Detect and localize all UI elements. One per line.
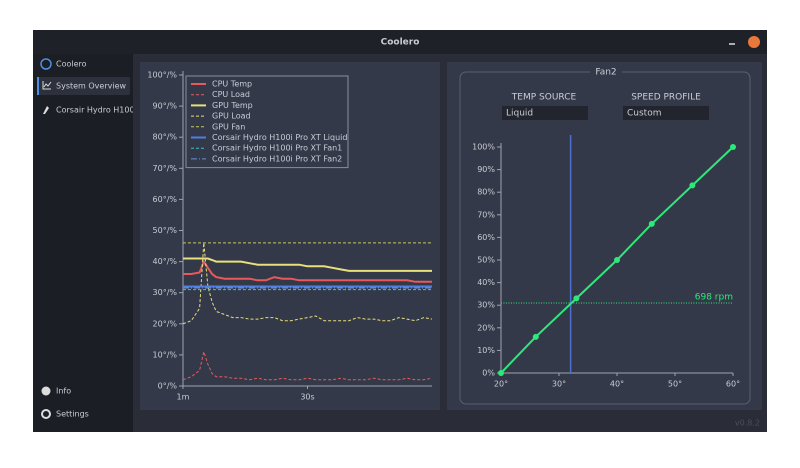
y-tick-label: 90°/%: [153, 102, 178, 111]
y-tick-label: 100°/%: [147, 71, 177, 80]
sidebar-app[interactable]: Coolero: [56, 60, 87, 69]
control-label: TEMP SOURCE: [511, 93, 577, 103]
sidebar-clip: Corsair Hydro H100i: [43, 106, 137, 115]
sidebar-footer[interactable]: Info: [56, 387, 71, 396]
x-tick-label: 30°: [552, 380, 566, 389]
legend-label: Corsair Hydro H100i Pro XT Liquid: [212, 133, 347, 142]
profile-point: [730, 144, 736, 150]
x-tick-label: 30s: [300, 393, 314, 402]
dropdown[interactable]: [502, 106, 588, 120]
x-tick-label: 1m: [177, 393, 190, 402]
x-tick-label: 20°: [494, 380, 508, 389]
y-tick-label: 40%: [477, 278, 495, 287]
close-button[interactable]: [748, 36, 760, 48]
group-title-bg: [590, 66, 622, 78]
info-icon: [41, 386, 51, 396]
legend-label: GPU Fan: [212, 122, 245, 131]
y-tick-label: 0°/%: [158, 382, 178, 391]
y-tick-label: 10°/%: [153, 350, 178, 359]
y-tick-label: 40°/%: [153, 257, 178, 266]
title-bar: [33, 30, 767, 54]
profile-point: [498, 370, 504, 376]
window-title: Coolero: [381, 38, 420, 48]
group-title: Fan2: [595, 68, 616, 78]
series-line: [182, 242, 433, 325]
legend-label: CPU Load: [212, 90, 250, 99]
profile-point: [648, 220, 655, 227]
y-tick-label: 60%: [477, 233, 495, 242]
y-tick-label: 70°/%: [153, 164, 178, 173]
y-tick-label: 30%: [477, 301, 495, 310]
y-tick-label: 80%: [477, 188, 495, 197]
profile-point: [689, 182, 696, 189]
dropdown-value[interactable]: Custom: [627, 109, 661, 119]
legend: [185, 75, 349, 169]
control-label: SPEED PROFILE: [631, 93, 701, 103]
series-line: [182, 349, 433, 381]
legend-label: Corsair Hydro H100i Pro XT Fan1: [212, 144, 342, 153]
y-tick-label: 20°/%: [153, 319, 178, 328]
app-icon: [40, 58, 52, 70]
legend-label: GPU Load: [212, 112, 251, 121]
x-tick-label: 40°: [610, 380, 624, 389]
sidebar-selected[interactable]: [37, 77, 130, 95]
sidebar: [33, 54, 133, 432]
y-tick-label: 80°/%: [153, 133, 178, 142]
y-tick-label: 100%: [472, 143, 495, 152]
legend-label: GPU Temp: [212, 101, 253, 110]
y-tick-label: 60°/%: [153, 195, 178, 204]
device-icon: [43, 106, 49, 114]
legend-label: Corsair Hydro H100i Pro XT Fan2: [212, 154, 342, 163]
overview-icon: [42, 81, 52, 90]
y-tick-label: 70%: [477, 210, 495, 219]
y-tick-label: 50%: [477, 256, 495, 265]
duty-label: 698 rpm: [695, 292, 733, 302]
dropdown-value[interactable]: Liquid: [506, 109, 533, 119]
y-tick-label: 90%: [477, 165, 495, 174]
profile-point: [532, 333, 539, 340]
sidebar-item[interactable]: System Overview: [56, 82, 126, 91]
profile-point: [573, 295, 580, 302]
y-tick-label: 30°/%: [153, 288, 178, 297]
series-line: [183, 257, 432, 272]
settings-icon: [41, 409, 51, 419]
profile-point: [614, 257, 620, 263]
profile-panel: [447, 62, 762, 410]
dropdown[interactable]: [623, 106, 709, 120]
y-tick-label: 50°/%: [153, 226, 178, 235]
legend-label: CPU Temp: [212, 80, 252, 89]
x-tick-label: 60°: [726, 380, 740, 389]
y-tick-label: 10%: [477, 346, 495, 355]
x-tick-label: 50°: [668, 380, 682, 389]
version: v0.8.2: [735, 419, 760, 428]
selected-indicator: [37, 77, 39, 95]
series-line: [183, 259, 432, 283]
sidebar-footer[interactable]: Settings: [56, 410, 89, 419]
y-tick-label: 0%: [482, 369, 495, 378]
sidebar-item[interactable]: Corsair Hydro H100i: [56, 106, 137, 115]
y-tick-label: 20%: [477, 323, 495, 332]
